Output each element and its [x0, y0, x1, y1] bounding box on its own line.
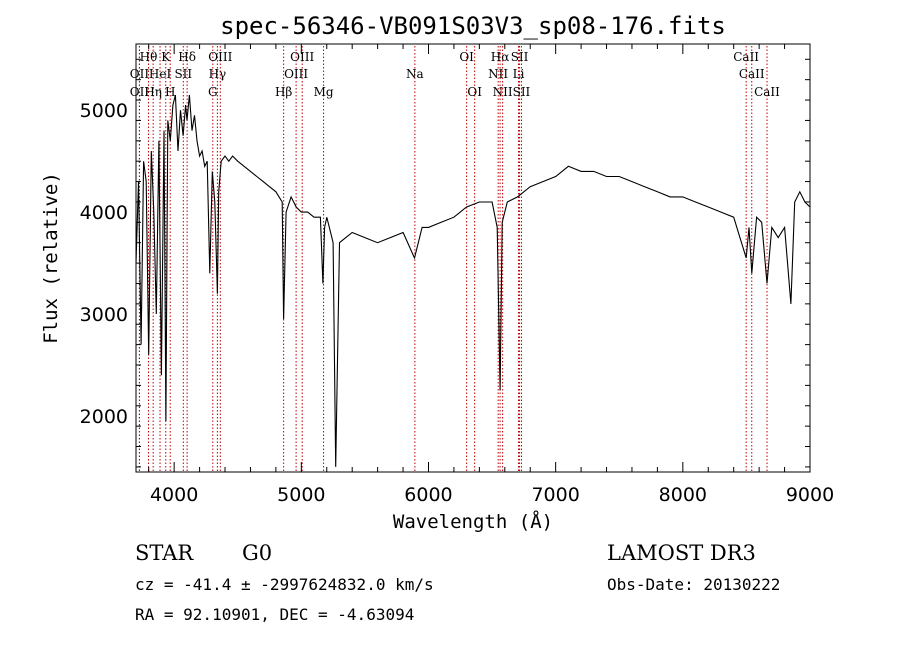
spectral-line-label: OI: [459, 50, 474, 64]
y-axis: 2000 3000 4000 5000: [80, 58, 810, 468]
x-tick-label: 8000: [659, 484, 707, 506]
spectral-line-markers: [138, 46, 768, 472]
obs-date: Obs-Date: 20130222: [607, 575, 780, 594]
spectral-line-label: Hγ: [209, 67, 227, 81]
y-tick-label: 5000: [80, 100, 128, 122]
spectral-line-label: OIII: [290, 50, 314, 64]
spectral-line-label: H: [165, 85, 175, 99]
chart-title: spec-56346-VB091S03V3_sp08-176.fits: [220, 12, 726, 40]
x-axis: 4000 5000 6000 7000 8000 9000: [148, 44, 834, 506]
spectral-line-label: OIII: [208, 50, 232, 64]
x-tick-label: 9000: [786, 484, 834, 506]
object-subclass: G0: [242, 541, 272, 565]
x-tick-label: 6000: [404, 484, 452, 506]
spectral-line-label: Hβ: [275, 85, 292, 99]
spectral-line-label: Hδ: [178, 50, 196, 64]
spectral-line-label: OII: [130, 85, 150, 99]
spectrum-series-line: [135, 94, 811, 467]
y-tick-label: 3000: [80, 304, 128, 326]
plot-frame: [135, 43, 811, 473]
spectral-line-label: Na: [406, 67, 424, 81]
spectral-line-label: SII: [513, 85, 531, 99]
spectral-line-label: Hη: [144, 85, 162, 99]
spectral-line-label: OII: [130, 67, 150, 81]
survey-name: LAMOST DR3: [607, 541, 756, 565]
spectral-line-label: OI: [467, 85, 482, 99]
spectral-line-label: Hα: [491, 50, 510, 64]
spectral-line-label: OIII: [284, 67, 308, 81]
spectral-line-label: SII: [174, 67, 192, 81]
spectral-line-label: HeI: [149, 67, 172, 81]
x-tick-label: 5000: [277, 484, 325, 506]
redshift-readout: cz = -41.4 ± -2997624832.0 km/s: [135, 575, 434, 594]
x-tick-label: 4000: [150, 484, 198, 506]
spectral-line-label: Mg: [314, 85, 334, 99]
x-tick-label: 7000: [531, 484, 579, 506]
y-tick-label: 4000: [80, 202, 128, 224]
x-axis-label: Wavelength (Å): [393, 510, 553, 533]
spectral-line-label: CaII: [733, 50, 759, 64]
y-tick-label: 2000: [80, 406, 128, 428]
spectral-line-label: CaII: [739, 67, 765, 81]
spectral-line-label: CaII: [754, 85, 780, 99]
object-class: STAR: [135, 541, 194, 565]
spectral-line-label: SII: [511, 50, 529, 64]
y-axis-label: Flux (relative): [40, 172, 62, 344]
spectral-line-label: Hθ: [140, 50, 158, 64]
spectral-line-label: K: [161, 50, 171, 64]
spectral-line-label: G: [208, 85, 218, 99]
spectral-line-label: NII: [493, 85, 513, 99]
coordinates-readout: RA = 92.10901, DEC = -4.63094: [135, 605, 414, 624]
spectral-line-label: NII: [488, 67, 508, 81]
spectral-line-label: Li: [513, 67, 525, 81]
